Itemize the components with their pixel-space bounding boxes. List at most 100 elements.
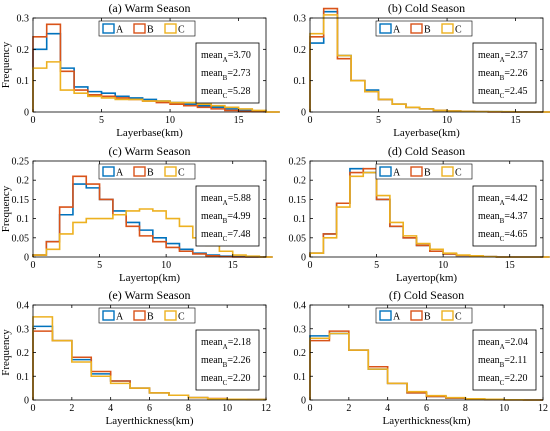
legend-swatch-B bbox=[133, 166, 146, 177]
legend: A B C bbox=[375, 307, 473, 324]
x-tick-label: 15 bbox=[505, 260, 515, 271]
y-tick-label: 0.1 bbox=[17, 372, 30, 383]
chart-title: (b) Cold Season bbox=[388, 1, 465, 15]
mean-value-B: meanB=2.73 bbox=[201, 68, 250, 82]
plot-frame bbox=[32, 17, 267, 113]
x-tick-label: 10 bbox=[438, 260, 448, 271]
mean-annotation: meanA=5.88 meanB=4.99 meanC=7.48 bbox=[195, 185, 260, 247]
legend: A B C bbox=[375, 163, 473, 180]
x-axis-label: Layerbase(km) bbox=[393, 127, 460, 139]
x-tick-label: 2 bbox=[69, 403, 74, 414]
legend-label-A: A bbox=[116, 168, 124, 179]
y-tick-label: 0.15 bbox=[12, 195, 30, 206]
x-tick-label: 15 bbox=[228, 260, 238, 271]
mean-value-A: meanA=4.42 bbox=[478, 193, 528, 207]
y-axis-label: Frequency bbox=[0, 329, 12, 376]
mean-annotation: meanA=2.04 meanB=2.11 meanC=2.20 bbox=[472, 329, 537, 391]
y-tick-label: 0.25 bbox=[12, 157, 30, 168]
y-tick-label: 0.2 bbox=[17, 45, 30, 56]
series-line-B bbox=[32, 175, 273, 258]
legend-swatch-B bbox=[410, 310, 423, 321]
legend-swatch-B bbox=[410, 166, 423, 177]
chart-panel-4: (d) Cold Season 0 5 10 15 0 0.05 0.1 0.15 0.2 0.25… bbox=[289, 144, 550, 284]
mean-value-A: meanA=2.18 bbox=[201, 337, 251, 351]
y-tick-label: 0.1 bbox=[17, 76, 30, 87]
y-tick-label: 0 bbox=[301, 108, 306, 119]
legend-swatch-A bbox=[102, 166, 115, 177]
x-tick-label: 5 bbox=[376, 115, 381, 126]
y-axis-label: Frequency bbox=[0, 41, 12, 88]
plot-frame bbox=[309, 17, 544, 113]
legend-label-B: B bbox=[147, 25, 154, 36]
x-tick-label: 0 bbox=[31, 260, 36, 271]
mean-box bbox=[472, 185, 537, 247]
x-axis-label: Layerthickness(km) bbox=[383, 415, 471, 427]
legend-swatch-C bbox=[441, 166, 454, 177]
mean-box bbox=[472, 329, 537, 391]
legend-swatch-C bbox=[164, 166, 177, 177]
series-line-C bbox=[32, 61, 280, 113]
y-tick-label: 0.2 bbox=[17, 176, 30, 187]
chart-title: (e) Warm Season bbox=[108, 288, 190, 302]
y-tick-label: 0.3 bbox=[17, 14, 30, 25]
y-tick-label: 0.05 bbox=[289, 233, 307, 244]
y-tick-label: 0.1 bbox=[294, 214, 307, 225]
legend-label-C: C bbox=[178, 168, 185, 179]
x-tick-label: 10 bbox=[222, 403, 232, 414]
legend-label-C: C bbox=[455, 25, 462, 36]
x-tick-label: 5 bbox=[374, 260, 379, 271]
y-tick-label: 0.1 bbox=[294, 372, 307, 383]
y-tick-label: 0.25 bbox=[289, 157, 307, 168]
y-tick-label: 0 bbox=[24, 253, 29, 264]
mean-value-A: meanA=2.04 bbox=[478, 337, 528, 351]
legend-swatch-B bbox=[410, 23, 423, 34]
legend-swatch-A bbox=[102, 310, 115, 321]
y-tick-label: 0.1 bbox=[17, 214, 30, 225]
mean-value-A: meanA=2.37 bbox=[478, 50, 528, 64]
legend-label-C: C bbox=[178, 25, 185, 36]
legend-label-C: C bbox=[455, 168, 462, 179]
y-tick-label: 0.4 bbox=[294, 301, 307, 312]
chart-title: (f) Cold Season bbox=[389, 288, 464, 302]
legend-swatch-A bbox=[379, 23, 392, 34]
legend-label-C: C bbox=[455, 312, 462, 323]
x-axis-label: Layerbase(km) bbox=[116, 127, 183, 139]
legend-label-B: B bbox=[424, 312, 431, 323]
chart-panel-1: (a) Warm Season 0 5 10 15 0 0.1 0.2 0.3 Layerbase… bbox=[0, 1, 280, 139]
mean-annotation: meanA=2.37 meanB=2.26 meanC=2.45 bbox=[472, 42, 537, 104]
legend-swatch-A bbox=[102, 23, 115, 34]
x-tick-label: 4 bbox=[108, 403, 113, 414]
y-tick-label: 0 bbox=[24, 396, 29, 407]
chart-title: (c) Warm Season bbox=[108, 144, 190, 158]
mean-value-B: meanB=2.11 bbox=[478, 355, 527, 369]
x-tick-label: 5 bbox=[97, 260, 102, 271]
x-tick-label: 10 bbox=[161, 260, 171, 271]
legend: A B C bbox=[98, 163, 196, 180]
x-tick-label: 12 bbox=[538, 403, 548, 414]
mean-value-B: meanB=4.37 bbox=[478, 211, 527, 225]
x-tick-label: 0 bbox=[308, 260, 313, 271]
legend-label-A: A bbox=[116, 312, 124, 323]
x-tick-label: 0 bbox=[31, 115, 36, 126]
legend-label-A: A bbox=[393, 168, 401, 179]
mean-value-C: meanC=7.48 bbox=[201, 229, 250, 243]
legend-swatch-C bbox=[164, 310, 177, 321]
mean-value-C: meanC=4.65 bbox=[478, 229, 527, 243]
x-axis-label: Layertop(km) bbox=[119, 272, 180, 284]
x-tick-label: 10 bbox=[165, 115, 175, 126]
chart-panel-5: (e) Warm Season 0 2 4 6 8 10 12 0 0.1 0.2 0.3 0.4 Lay… bbox=[0, 288, 271, 427]
legend-label-B: B bbox=[147, 312, 154, 323]
mean-box bbox=[472, 42, 537, 104]
x-tick-label: 0 bbox=[31, 403, 36, 414]
legend: A B C bbox=[375, 20, 473, 37]
y-tick-label: 0.2 bbox=[294, 176, 307, 187]
y-tick-label: 0 bbox=[24, 108, 29, 119]
mean-box bbox=[195, 42, 260, 104]
x-tick-label: 4 bbox=[385, 403, 390, 414]
mean-annotation: meanA=4.42 meanB=4.37 meanC=4.65 bbox=[472, 185, 537, 247]
x-tick-label: 0 bbox=[308, 403, 313, 414]
legend-label-B: B bbox=[424, 168, 431, 179]
y-tick-label: 0.3 bbox=[17, 324, 30, 335]
chart-panel-6: (f) Cold Season 0 2 4 6 8 10 12 0 0.1 0.2 0.3 0.4 Lay… bbox=[294, 288, 549, 427]
